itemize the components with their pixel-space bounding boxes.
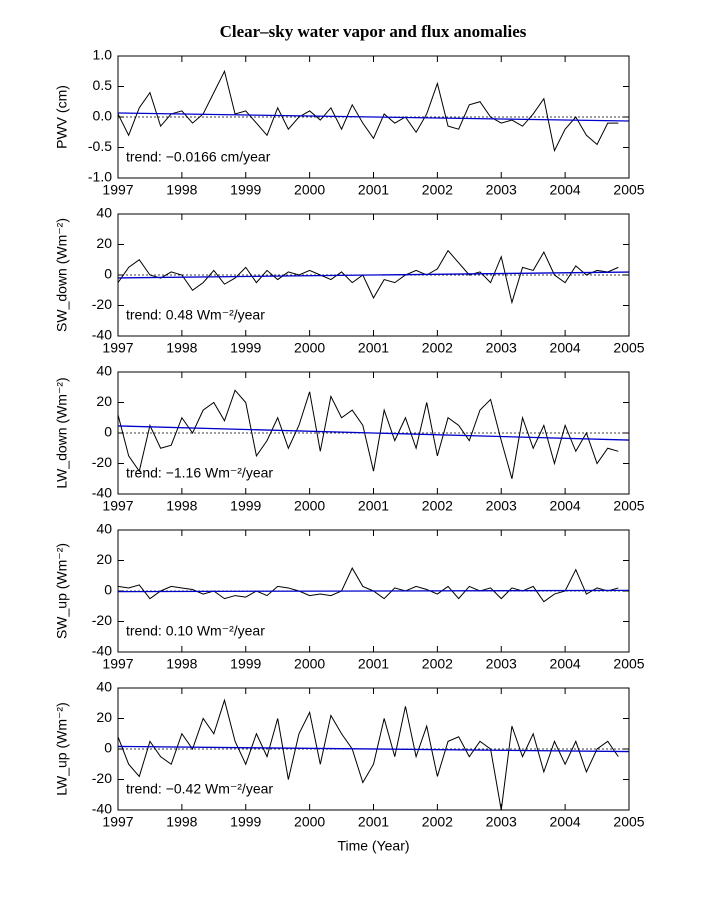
x-tick-label: 1998: [166, 498, 197, 514]
x-tick-label: 1998: [166, 814, 197, 830]
y-tick-label: 0.5: [93, 77, 113, 93]
x-tick-label: 2005: [613, 182, 644, 198]
trend-line: [117, 425, 630, 441]
x-tick-label: 2005: [613, 656, 644, 672]
trend-annotation: trend: 0.48 Wm⁻²/year: [126, 307, 265, 323]
x-tick-label: 2000: [294, 498, 325, 514]
x-tick-label: 2000: [294, 656, 325, 672]
y-tick-label: 20: [96, 393, 112, 409]
y-axis-label: LW_up (Wm⁻²): [54, 702, 70, 795]
x-tick-label: 2003: [486, 656, 517, 672]
trend-line: [117, 745, 630, 753]
x-tick-label: 1999: [230, 498, 261, 514]
y-tick-label: 20: [96, 709, 112, 725]
x-tick-label: 1997: [102, 498, 133, 514]
x-tick-label: 2001: [358, 498, 389, 514]
y-tick-label: -40: [92, 485, 112, 501]
y-tick-label: -40: [92, 643, 112, 659]
y-axis-label: SW_down (Wm⁻²): [54, 218, 70, 332]
trend-annotation: trend: −1.16 Wm⁻²/year: [126, 465, 273, 481]
y-tick-label: 0: [104, 740, 112, 756]
x-tick-label: 2001: [358, 656, 389, 672]
y-tick-label: -20: [92, 454, 112, 470]
x-tick-label: 2004: [550, 182, 581, 198]
trend-annotation: trend: −0.0166 cm/year: [126, 149, 271, 165]
x-tick-label: 2004: [550, 340, 581, 356]
y-axis-label: PWV (cm): [54, 85, 70, 149]
plot-frame: [117, 687, 630, 811]
y-tick-label: -40: [92, 327, 112, 343]
x-tick-label: 2005: [613, 814, 644, 830]
y-tick-label: 0: [104, 424, 112, 440]
y-tick-label: 40: [96, 363, 112, 379]
y-axis-label: SW_up (Wm⁻²): [54, 543, 70, 639]
x-tick-label: 2001: [358, 814, 389, 830]
x-tick-label: 2005: [613, 498, 644, 514]
x-tick-label: 2002: [422, 656, 453, 672]
x-tick-label: 2002: [422, 182, 453, 198]
x-tick-label: 2004: [550, 656, 581, 672]
data-line: [117, 567, 619, 603]
x-tick-label: 1999: [230, 656, 261, 672]
x-tick-label: 1999: [230, 814, 261, 830]
x-tick-label: 2000: [294, 340, 325, 356]
x-tick-label: 1998: [166, 340, 197, 356]
x-tick-label: 1998: [166, 182, 197, 198]
x-tick-label: 1998: [166, 656, 197, 672]
plot-frame: [117, 371, 630, 495]
x-tick-label: 1997: [102, 182, 133, 198]
y-tick-label: -20: [92, 612, 112, 628]
x-tick-label: 2002: [422, 340, 453, 356]
x-tick-label: 1997: [102, 656, 133, 672]
data-line: [117, 698, 619, 811]
trend-annotation: trend: 0.10 Wm⁻²/year: [126, 623, 265, 639]
x-tick-label: 1999: [230, 182, 261, 198]
x-tick-label: 2003: [486, 814, 517, 830]
plot-frame: [117, 55, 630, 179]
x-tick-label: 2005: [613, 340, 644, 356]
y-axis-label: LW_down (Wm⁻²): [54, 377, 70, 488]
trend-annotation: trend: −0.42 Wm⁻²/year: [126, 781, 273, 797]
trend-line: [117, 271, 630, 279]
x-tick-label: 2004: [550, 498, 581, 514]
y-tick-label: 40: [96, 205, 112, 221]
y-tick-label: 0.0: [93, 108, 113, 124]
y-tick-label: -0.5: [88, 138, 112, 154]
x-tick-label: 2000: [294, 814, 325, 830]
figure-title: Clear–sky water vapor and flux anomalies: [220, 22, 527, 41]
y-tick-label: 0: [104, 582, 112, 598]
y-tick-label: -20: [92, 770, 112, 786]
x-tick-label: 2001: [358, 182, 389, 198]
plot-frame: [117, 213, 630, 337]
y-tick-label: 20: [96, 235, 112, 251]
x-tick-label: 2000: [294, 182, 325, 198]
data-line: [117, 389, 619, 479]
trend-line: [117, 589, 630, 593]
x-tick-label: 1997: [102, 814, 133, 830]
y-tick-label: -1.0: [88, 169, 112, 185]
y-tick-label: 40: [96, 679, 112, 695]
y-tick-label: -20: [92, 296, 112, 312]
x-tick-label: 1997: [102, 340, 133, 356]
plot-frame: [117, 529, 630, 653]
y-tick-label: -40: [92, 801, 112, 817]
y-tick-label: 1.0: [93, 47, 113, 63]
x-tick-label: 2002: [422, 498, 453, 514]
x-tick-label: 2003: [486, 182, 517, 198]
y-tick-label: 20: [96, 551, 112, 567]
x-tick-label: 2003: [486, 340, 517, 356]
x-tick-label: 1999: [230, 340, 261, 356]
data-line: [117, 69, 619, 153]
x-tick-label: 2002: [422, 814, 453, 830]
x-tick-label: 2004: [550, 814, 581, 830]
x-tick-label: 2003: [486, 498, 517, 514]
trend-line: [117, 112, 630, 122]
x-tick-label: 2001: [358, 340, 389, 356]
x-axis-label: Time (Year): [337, 838, 409, 854]
data-line: [117, 249, 619, 305]
y-tick-label: 0: [104, 266, 112, 282]
y-tick-label: 40: [96, 521, 112, 537]
